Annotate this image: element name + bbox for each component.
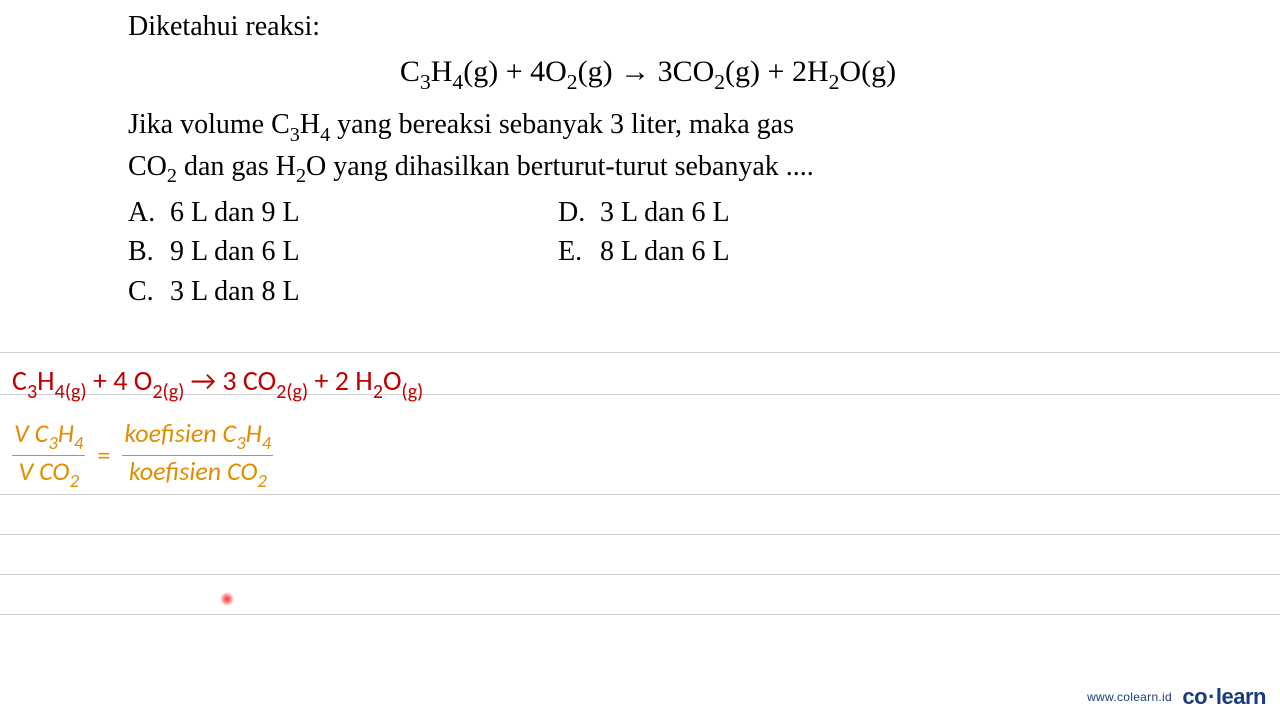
ruled-line: [0, 574, 1280, 614]
ruled-line: [0, 494, 1280, 534]
options-column-1: A. 6 L dan 9 L B. 9 L dan 6 L C. 3 L dan…: [128, 194, 558, 311]
equals-sign: =: [93, 439, 114, 471]
denominator: V CO2: [16, 458, 80, 491]
option-b: B. 9 L dan 6 L: [128, 233, 558, 271]
product-2: 2H2O(g): [792, 55, 896, 88]
logo-part-a: co: [1182, 684, 1207, 709]
option-text: 3 L dan 8 L: [170, 273, 300, 311]
option-c: C. 3 L dan 8 L: [128, 273, 558, 311]
numerator: V C3H4: [12, 420, 85, 453]
option-letter: B.: [128, 233, 170, 271]
question-block: Diketahui reaksi: C3H4(g) + 4O2(g) → 3CO…: [128, 8, 1168, 311]
option-letter: E.: [558, 233, 600, 271]
fraction-right: koefisien C3H4 koefisien CO2: [122, 420, 273, 491]
laser-pointer-icon: [220, 592, 234, 606]
ratio-fraction: V C3H4 V CO2 = koefisien C3H4 koefisien …: [12, 420, 273, 491]
option-a: A. 6 L dan 9 L: [128, 194, 558, 232]
reactant-1: C3H4(g): [400, 55, 506, 88]
logo-dot-icon: ·: [1207, 684, 1216, 709]
option-letter: A.: [128, 194, 170, 232]
logo-part-b: learn: [1216, 684, 1266, 709]
option-text: 3 L dan 6 L: [600, 194, 730, 232]
plus-1: +: [506, 55, 530, 88]
reaction-arrow: →: [620, 55, 658, 88]
ruled-line: [0, 614, 1280, 654]
question-intro: Diketahui reaksi:: [128, 8, 1168, 46]
option-d: D. 3 L dan 6 L: [558, 194, 958, 232]
options-column-2: D. 3 L dan 6 L E. 8 L dan 6 L: [558, 194, 958, 311]
product-1: 3CO2(g): [658, 55, 768, 88]
reactant-2: 4O2(g): [530, 55, 620, 88]
answer-options: A. 6 L dan 9 L B. 9 L dan 6 L C. 3 L dan…: [128, 194, 1168, 311]
chemical-equation: C3H4(g) + 4O2(g) → 3CO2(g) + 2H2O(g): [128, 52, 1168, 96]
denominator: koefisien CO2: [127, 458, 269, 491]
option-letter: C.: [128, 273, 170, 311]
arrow-icon: →: [184, 363, 222, 398]
numerator: koefisien C3H4: [122, 420, 273, 453]
handwritten-equation: C3H4(g) + 4 O2(g) → 3 CO2(g) + 2 H2O(g): [12, 363, 423, 403]
option-text: 8 L dan 6 L: [600, 233, 730, 271]
question-prompt: Jika volume C3H4 yang bereaksi sebanyak …: [128, 106, 1168, 190]
option-text: 9 L dan 6 L: [170, 233, 300, 271]
prompt-line-1: Jika volume C3H4 yang bereaksi sebanyak …: [128, 106, 1168, 148]
prompt-line-2: CO2 dan gas H2O yang dihasilkan berturut…: [128, 148, 1168, 190]
watermark-url: www.colearn.id: [1087, 690, 1172, 704]
option-letter: D.: [558, 194, 600, 232]
fraction-left: V C3H4 V CO2: [12, 420, 85, 491]
option-e: E. 8 L dan 6 L: [558, 233, 958, 271]
ruled-line: [0, 534, 1280, 574]
brand-logo: co·learn: [1182, 684, 1266, 710]
option-text: 6 L dan 9 L: [170, 194, 300, 232]
plus-2: +: [768, 55, 792, 88]
